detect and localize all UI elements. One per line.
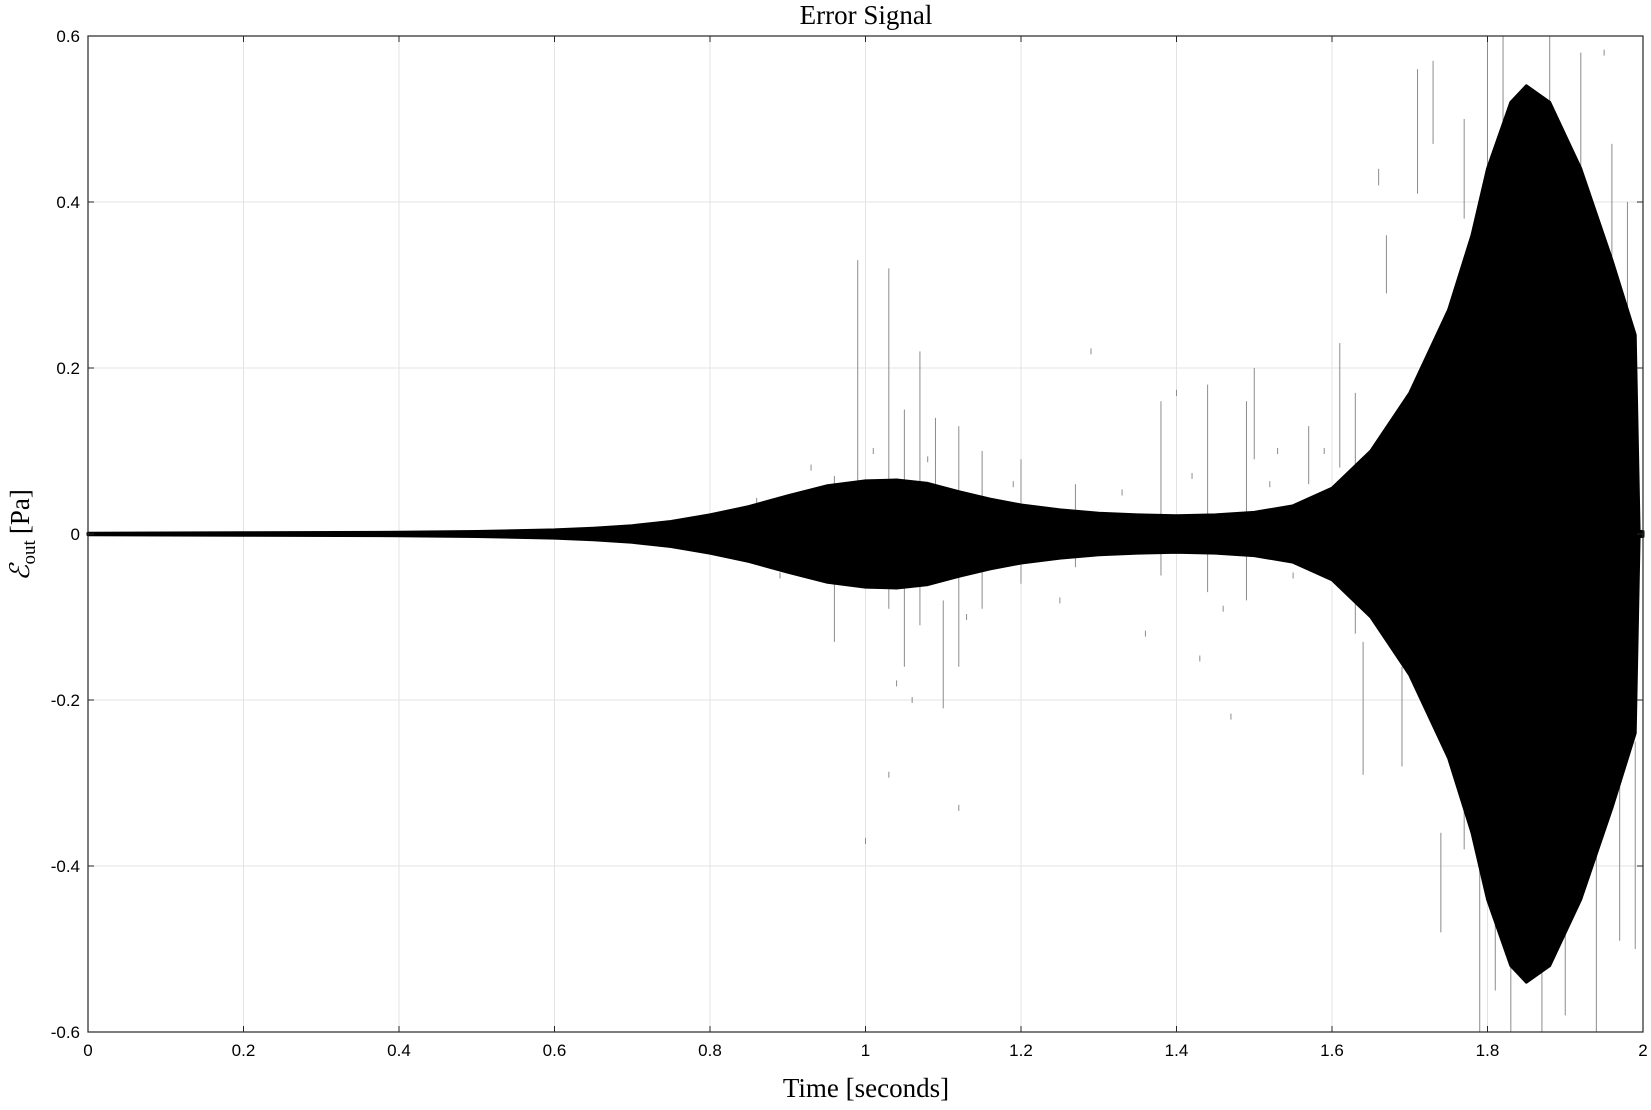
x-tick-label: 0	[83, 1041, 92, 1060]
noise-speck	[911, 697, 913, 703]
noise-speck	[1059, 597, 1061, 604]
noise-speck	[927, 456, 929, 463]
x-tick-label: 1.6	[1320, 1041, 1344, 1060]
noise-speck	[810, 464, 812, 471]
x-tick-label: 0.2	[232, 1041, 256, 1060]
x-tick-label: 1.4	[1165, 1041, 1189, 1060]
y-tick-label: 0	[71, 525, 80, 544]
noise-speck	[958, 804, 960, 811]
noise-speck	[1603, 49, 1605, 56]
y-axis-symbol: ℰ	[5, 562, 36, 581]
noise-speck	[1230, 713, 1232, 720]
x-tick-label: 1.8	[1476, 1041, 1500, 1060]
noise-speck	[1269, 481, 1271, 488]
tick-labels: 0 0.2 0.4 0.6 0.8 1 1.2 1.4 1.6 1.8 20.60.40.20-0.…	[51, 27, 1648, 1060]
x-tick-label: 0.4	[387, 1041, 411, 1060]
noise-speck	[1144, 630, 1146, 637]
noise-speck	[1191, 472, 1193, 479]
y-tick-label: 0.4	[56, 193, 80, 212]
noise-speck	[1199, 655, 1201, 662]
y-tick-label: -0.2	[51, 691, 80, 710]
y-axis-unit: [Pa]	[5, 489, 35, 534]
y-axis-label: ℰout [Pa]	[5, 489, 40, 581]
y-axis-subscript: out	[19, 539, 40, 564]
y-tick-label: -0.4	[51, 857, 80, 876]
x-tick-label: 0.8	[698, 1041, 722, 1060]
noise-speck	[872, 448, 874, 454]
noise-speck	[1176, 389, 1177, 396]
x-axis-label: Time [seconds]	[783, 1073, 949, 1103]
svg-text:ℰout[Pa]: ℰout [Pa]	[5, 489, 40, 581]
noise-speck	[1121, 489, 1123, 496]
x-tick-label: 1	[861, 1041, 870, 1060]
x-tick-label: 1.2	[1009, 1041, 1033, 1060]
plot-frame	[87, 35, 1644, 1033]
noise-speck	[756, 497, 758, 504]
y-tick-label: 0.2	[56, 359, 80, 378]
noise-speck	[1090, 348, 1092, 355]
noise-speck	[888, 771, 890, 778]
noise-speck	[1222, 605, 1224, 612]
noise-speck	[779, 572, 781, 579]
y-tick-label: -0.6	[51, 1023, 80, 1042]
y-tick-label: 0.6	[56, 27, 80, 46]
noise-speck	[896, 680, 898, 687]
noise-speck	[1323, 448, 1325, 454]
x-tick-label: 0.6	[543, 1041, 567, 1060]
axes	[87, 35, 1644, 1033]
chart-title: Error Signal	[800, 0, 933, 30]
noise-speck	[865, 838, 866, 845]
noise-speck	[1012, 481, 1014, 488]
noise-speck	[1277, 448, 1279, 454]
x-tick-label: 2	[1638, 1041, 1647, 1060]
noise-speck	[1292, 572, 1294, 579]
noise-speck	[966, 614, 968, 620]
